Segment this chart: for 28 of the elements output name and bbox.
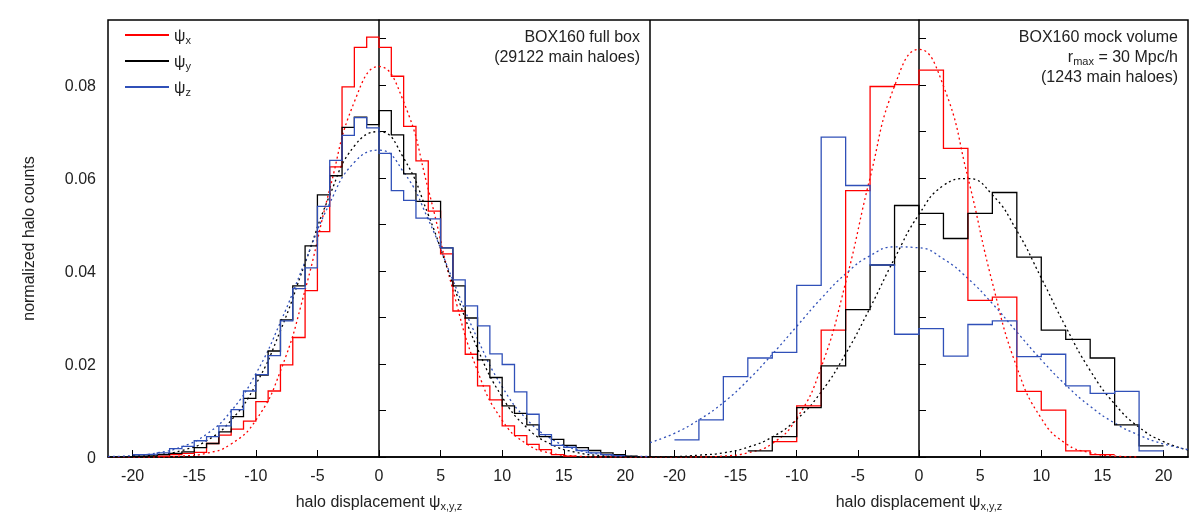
x-tick-label: 15 xyxy=(1093,466,1112,484)
y-tick-label: 0 xyxy=(87,448,97,466)
x-tick-label: -5 xyxy=(850,466,866,484)
x-tick-label: 5 xyxy=(436,466,446,484)
x-tick-label: 20 xyxy=(616,466,635,484)
x-tick-label: 20 xyxy=(1154,466,1173,484)
y-tick-label: 0.06 xyxy=(64,169,97,187)
x-tick-label: -10 xyxy=(785,466,809,484)
x-tick-label: -5 xyxy=(310,466,325,484)
x-tick-label: 0 xyxy=(374,466,384,484)
x-tick-label: -20 xyxy=(662,466,687,484)
annotation: (1243 main haloes) xyxy=(1041,67,1178,85)
x-tick-label: 10 xyxy=(493,466,512,484)
annotation: (29122 main haloes) xyxy=(494,47,641,65)
x-tick-label: 5 xyxy=(975,466,985,484)
x-tick-label: 0 xyxy=(914,466,924,484)
y-tick-label: 0.04 xyxy=(64,262,97,280)
annotation: BOX160 full box xyxy=(524,27,640,45)
x-tick-label: -20 xyxy=(121,466,145,484)
x-tick-label: 15 xyxy=(554,466,573,484)
y-tick-label: 0.08 xyxy=(64,76,97,94)
y-tick-label: 0.02 xyxy=(64,355,97,373)
x-tick-label: -15 xyxy=(724,466,748,484)
x-tick-label: -15 xyxy=(182,466,206,484)
annotation: BOX160 mock volume xyxy=(1018,27,1179,45)
y-axis-title: normalized halo counts xyxy=(19,156,37,321)
x-tick-label: 10 xyxy=(1032,466,1051,484)
x-tick-label: -10 xyxy=(244,466,268,484)
